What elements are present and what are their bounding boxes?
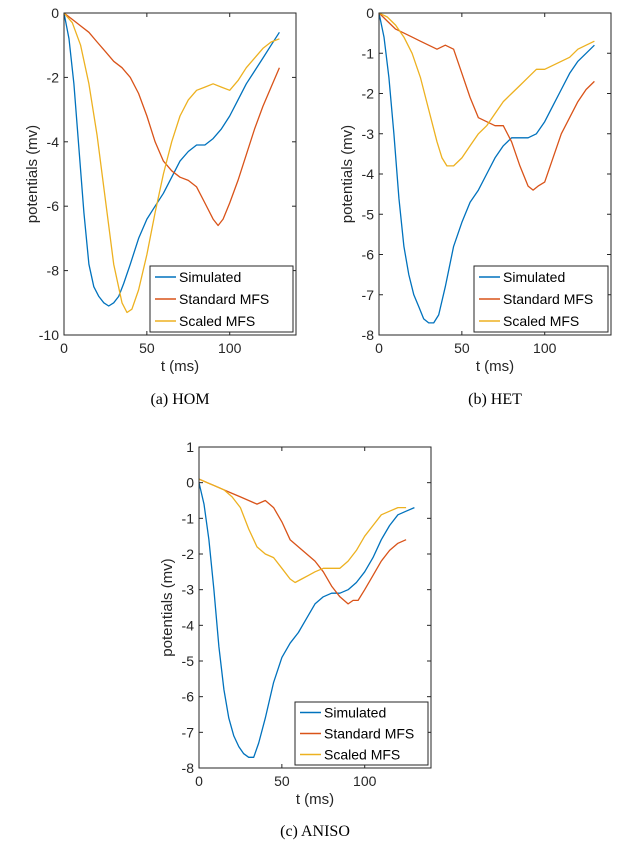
legend-entry-simulated: Simulated xyxy=(324,705,386,721)
y-tick-label: 0 xyxy=(186,475,194,491)
y-tick-label: -4 xyxy=(362,166,375,182)
y-tick-label: -2 xyxy=(182,546,195,562)
y-tick-label: 0 xyxy=(51,5,59,21)
series-line-standard xyxy=(379,13,595,191)
legend-entry-standard: Standard MFS xyxy=(179,291,269,307)
legend: Simulated Standard MFS Scaled MFS xyxy=(294,701,429,766)
y-tick-label: -6 xyxy=(182,689,195,705)
y-tick-label: -1 xyxy=(182,510,195,526)
x-tick-label: 100 xyxy=(353,773,377,789)
x-axis-label: t (ms) xyxy=(296,791,334,808)
x-axis-label: t (ms) xyxy=(476,358,514,375)
y-tick-label: -5 xyxy=(182,653,195,669)
y-axis-label: potentials (mv) xyxy=(339,125,356,223)
legend-entry-scaled: Scaled MFS xyxy=(503,313,579,329)
series-line-standard xyxy=(199,478,407,605)
chart-panel-1: 0 50 100 0 -2 -4 -6 -8 -10 t (ms) potentials (mv) S… xyxy=(24,5,297,408)
y-axis-label: potentials (mv) xyxy=(159,558,176,656)
series-line-simulated xyxy=(199,482,415,758)
legend-entry-standard: Standard MFS xyxy=(324,726,414,742)
y-axis-label: potentials (mv) xyxy=(24,125,41,223)
x-tick-label: 100 xyxy=(218,340,242,356)
y-tick-label: -8 xyxy=(47,263,60,279)
y-tick-label: -7 xyxy=(362,287,375,303)
chart-panel-2: 0 50 100 0 -1 -2 -3 -4 -5 -6 -7 -8 t (ms) potentials … xyxy=(339,5,612,408)
y-tick-label: -7 xyxy=(182,724,195,740)
y-tick-label: -2 xyxy=(362,86,375,102)
legend-entry-simulated: Simulated xyxy=(179,269,241,285)
y-tick-label: -8 xyxy=(182,760,195,776)
y-tick-label: -8 xyxy=(362,327,375,343)
axes-box xyxy=(198,446,432,769)
series-line-scaled xyxy=(379,13,595,167)
y-tick-label: -4 xyxy=(47,134,60,150)
legend-entry-scaled: Scaled MFS xyxy=(179,313,255,329)
legend-entry-scaled: Scaled MFS xyxy=(324,747,400,763)
y-tick-label: 0 xyxy=(366,5,374,21)
y-tick-label: -3 xyxy=(182,582,195,598)
legend: Simulated Standard MFS Scaled MFS xyxy=(149,265,294,333)
chart-caption: (a) HOM xyxy=(150,391,209,408)
legend-entry-simulated: Simulated xyxy=(503,269,565,285)
y-tick-label: -2 xyxy=(47,69,60,85)
x-tick-label: 0 xyxy=(195,773,203,789)
y-tick-label: -6 xyxy=(47,198,60,214)
y-tick-label: -10 xyxy=(39,327,59,343)
series-line-scaled xyxy=(64,13,280,314)
x-tick-label: 50 xyxy=(454,340,470,356)
x-tick-label: 50 xyxy=(274,773,290,789)
axes-box xyxy=(63,12,297,336)
x-tick-label: 0 xyxy=(60,340,68,356)
chart-panel-3: 0 50 100 1 0 -1 -2 -3 -4 -5 -6 -7 -8 t (ms) potentials… xyxy=(159,439,432,840)
x-tick-label: 0 xyxy=(375,340,383,356)
legend: Simulated Standard MFS Scaled MFS xyxy=(473,265,609,333)
series-line-scaled xyxy=(199,478,407,584)
y-tick-label: -1 xyxy=(362,45,375,61)
series-line-simulated xyxy=(379,13,595,324)
series-line-standard xyxy=(64,13,280,227)
x-tick-label: 100 xyxy=(533,340,557,356)
legend-entry-standard: Standard MFS xyxy=(503,291,593,307)
x-tick-label: 50 xyxy=(139,340,155,356)
chart-caption: (c) ANISO xyxy=(280,823,350,840)
y-tick-label: 1 xyxy=(186,439,194,455)
y-tick-label: -5 xyxy=(362,206,375,222)
y-tick-label: -3 xyxy=(362,126,375,142)
series-line-simulated xyxy=(64,13,280,307)
y-tick-label: -4 xyxy=(182,617,195,633)
chart-caption: (b) HET xyxy=(468,391,522,408)
y-tick-label: -6 xyxy=(362,247,375,263)
x-axis-label: t (ms) xyxy=(161,358,199,375)
